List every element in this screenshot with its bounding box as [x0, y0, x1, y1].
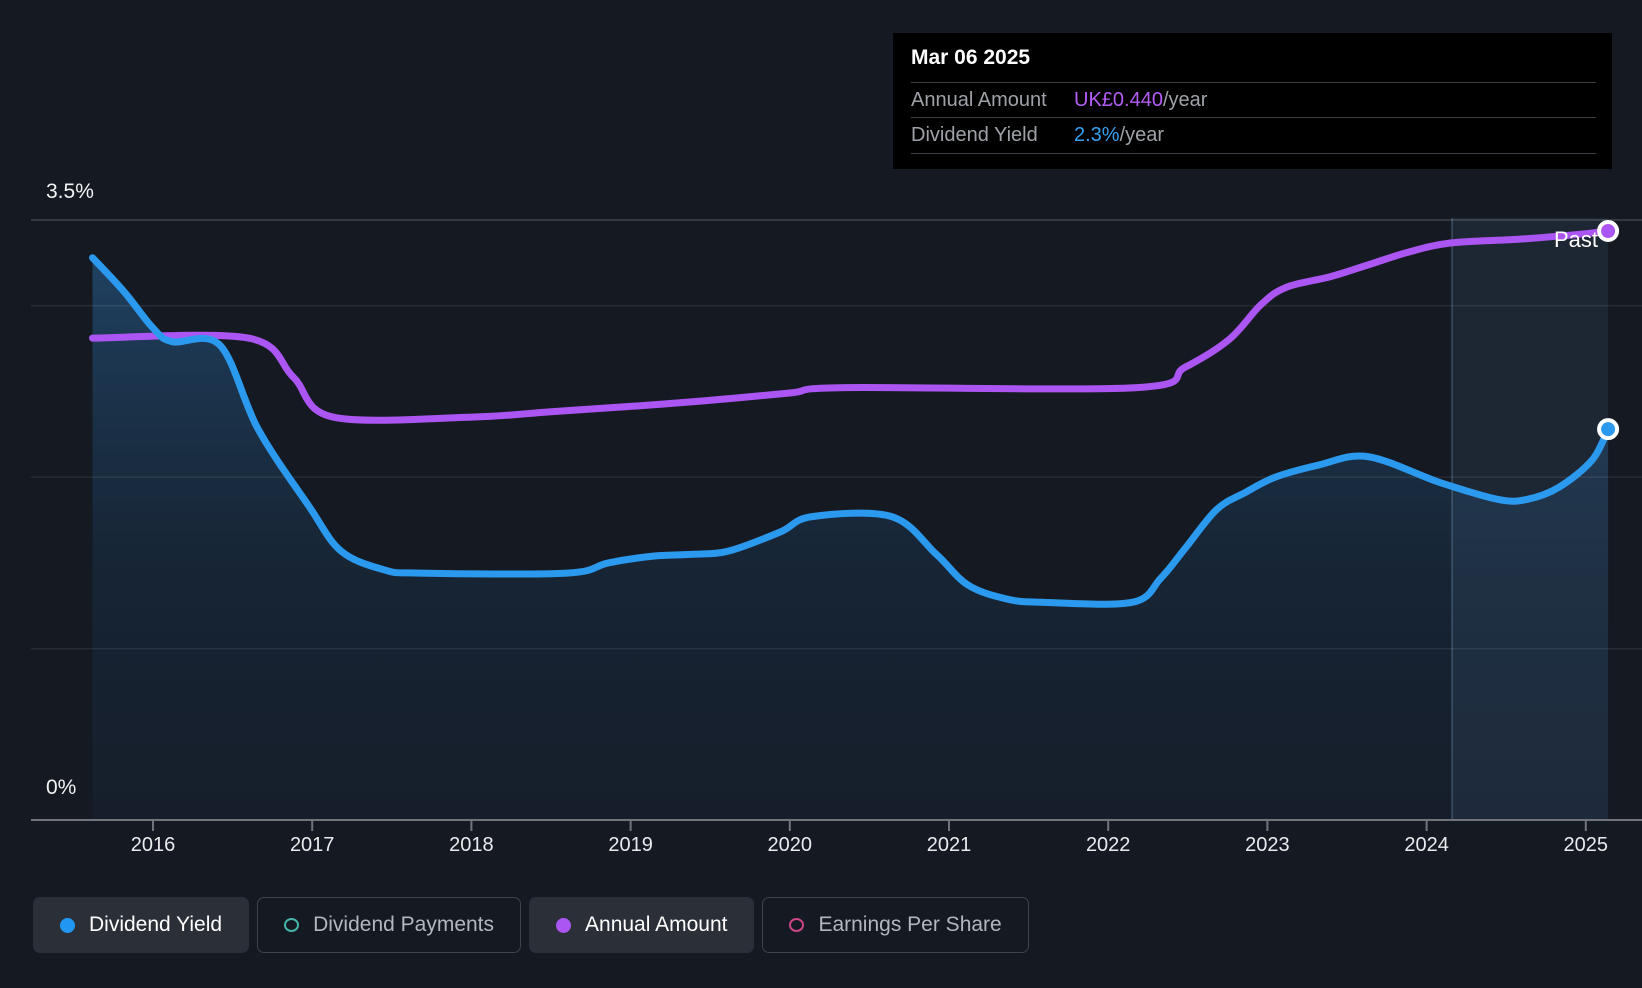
annual-amount-line: [89, 227, 1612, 424]
y-axis-top-label: 3.5%: [46, 180, 94, 203]
tooltip-row-dividend-yield: Dividend Yield 2.3% /year: [911, 118, 1596, 154]
y-axis-bottom-label: 0%: [46, 776, 77, 799]
annual-amount-dot-icon: [556, 917, 572, 933]
x-axis: 2016 2017 2018 2019 2020 2021 2022 2023 2024 2025: [0, 834, 1642, 860]
tooltip-label: Dividend Yield: [911, 124, 1038, 146]
dividend-yield-area: [92, 257, 1609, 820]
legend-toggle-dividend-yield[interactable]: Dividend Yield: [33, 897, 250, 953]
dividend-yield-line: [89, 254, 1612, 608]
tooltip-date: Mar 06 2025: [911, 33, 1596, 83]
legend-label: Dividend Yield: [89, 913, 223, 936]
tooltip-suffix: /year: [1119, 124, 1165, 146]
tooltip-value: UK£0.440: [1074, 88, 1163, 111]
x-axis-label: 2017: [289, 834, 335, 856]
tooltip-value: 2.3%: [1074, 124, 1120, 146]
dividend-payments-ring-icon: [284, 918, 300, 932]
legend-toggle-earnings-per-share[interactable]: Earnings Per Share: [762, 897, 1029, 953]
x-axis-label: 2021: [926, 834, 972, 856]
x-axis-label: 2016: [130, 834, 176, 856]
legend-toggle-annual-amount[interactable]: Annual Amount: [529, 897, 755, 953]
past-region-band: [1452, 218, 1609, 820]
x-axis-label: 2020: [767, 834, 813, 856]
x-axis-label: 2024: [1404, 834, 1449, 856]
x-axis-label: 2025: [1563, 834, 1609, 856]
x-axis-label: 2022: [1085, 834, 1131, 856]
chart-tooltip: Mar 06 2025 Annual Amount UK£0.440 /year…: [893, 33, 1612, 169]
dividend-yield-end-marker: [1597, 418, 1620, 441]
tooltip-suffix: /year: [1162, 88, 1208, 111]
legend-label: Annual Amount: [585, 913, 728, 936]
legend-label: Dividend Payments: [313, 913, 495, 936]
x-axis-label: 2023: [1245, 834, 1290, 856]
legend: Dividend Yield Dividend Payments Annual …: [33, 897, 1029, 953]
tooltip-row-annual-amount: Annual Amount UK£0.440 /year: [911, 83, 1596, 118]
legend-toggle-dividend-payments[interactable]: Dividend Payments: [257, 897, 522, 953]
tooltip-label: Annual Amount: [911, 88, 1047, 111]
dividend-yield-dot-icon: [60, 917, 75, 933]
earnings-per-share-ring-icon: [789, 918, 805, 932]
x-axis-label: 2019: [608, 834, 653, 856]
legend-label: Earnings Per Share: [818, 913, 1002, 936]
x-axis-label: 2018: [449, 834, 494, 856]
past-region-label: Past: [1553, 227, 1598, 252]
annual-amount-end-marker: [1597, 220, 1620, 242]
